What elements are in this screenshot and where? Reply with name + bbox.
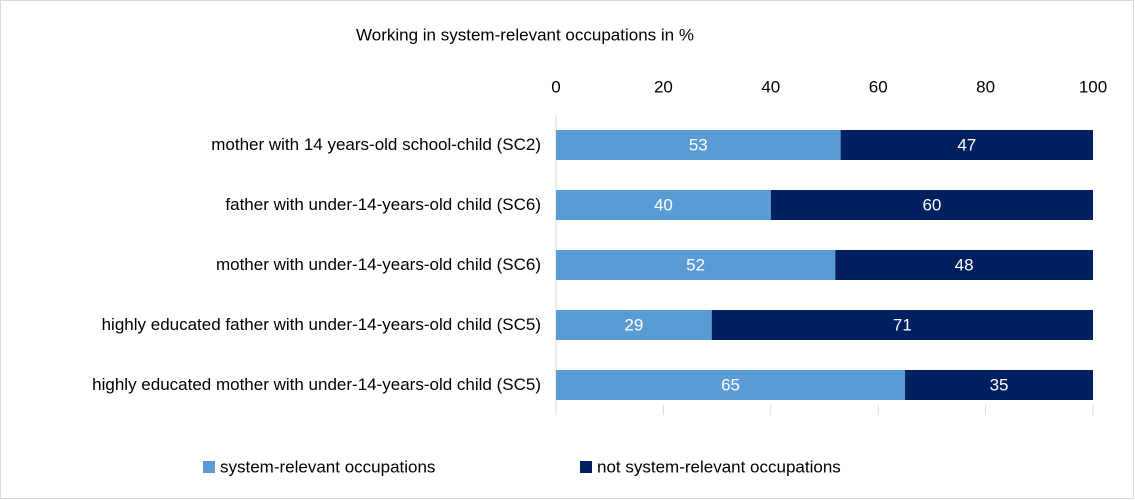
y-tick-label: father with under-14-years-old child (SC…	[225, 195, 541, 214]
bar-segment	[556, 370, 906, 400]
legend-swatch	[203, 461, 215, 473]
x-tick-label: 0	[551, 77, 560, 96]
legend-label: not system-relevant occupations	[597, 457, 841, 476]
x-tick-label: 60	[869, 77, 888, 96]
bar-segment	[711, 310, 1093, 340]
y-tick-label: highly educated mother with under-14-yea…	[92, 375, 541, 394]
x-tick-label: 20	[654, 77, 673, 96]
y-tick-label: mother with 14 years-old school-child (S…	[211, 135, 541, 154]
x-tick-label: 80	[976, 77, 995, 96]
legend-swatch	[580, 461, 592, 473]
legend-label: system-relevant occupations	[220, 457, 435, 476]
bar-segment	[556, 250, 836, 280]
bar-segment	[840, 130, 1093, 160]
data-label: 48	[955, 255, 974, 274]
bar-segment	[770, 190, 1093, 220]
y-tick-label: mother with under-14-years-old child (SC…	[215, 255, 541, 274]
bar-segment	[905, 370, 1093, 400]
data-label: 60	[922, 195, 941, 214]
bar-segment	[835, 250, 1093, 280]
data-label: 40	[654, 195, 673, 214]
bar-segment	[556, 310, 712, 340]
bar-segment	[556, 130, 841, 160]
bar-segment	[556, 190, 771, 220]
data-label: 47	[957, 135, 976, 154]
x-tick-label: 40	[761, 77, 780, 96]
x-tick-label: 100	[1079, 77, 1107, 96]
y-tick-label: highly educated father with under-14-yea…	[101, 315, 541, 334]
data-label: 52	[686, 255, 705, 274]
data-label: 65	[721, 375, 740, 394]
data-label: 71	[893, 315, 912, 334]
data-label: 53	[689, 135, 708, 154]
chart-title: Working in system-relevant occupations i…	[356, 25, 694, 44]
data-label: 29	[624, 315, 643, 334]
data-label: 35	[990, 375, 1009, 394]
